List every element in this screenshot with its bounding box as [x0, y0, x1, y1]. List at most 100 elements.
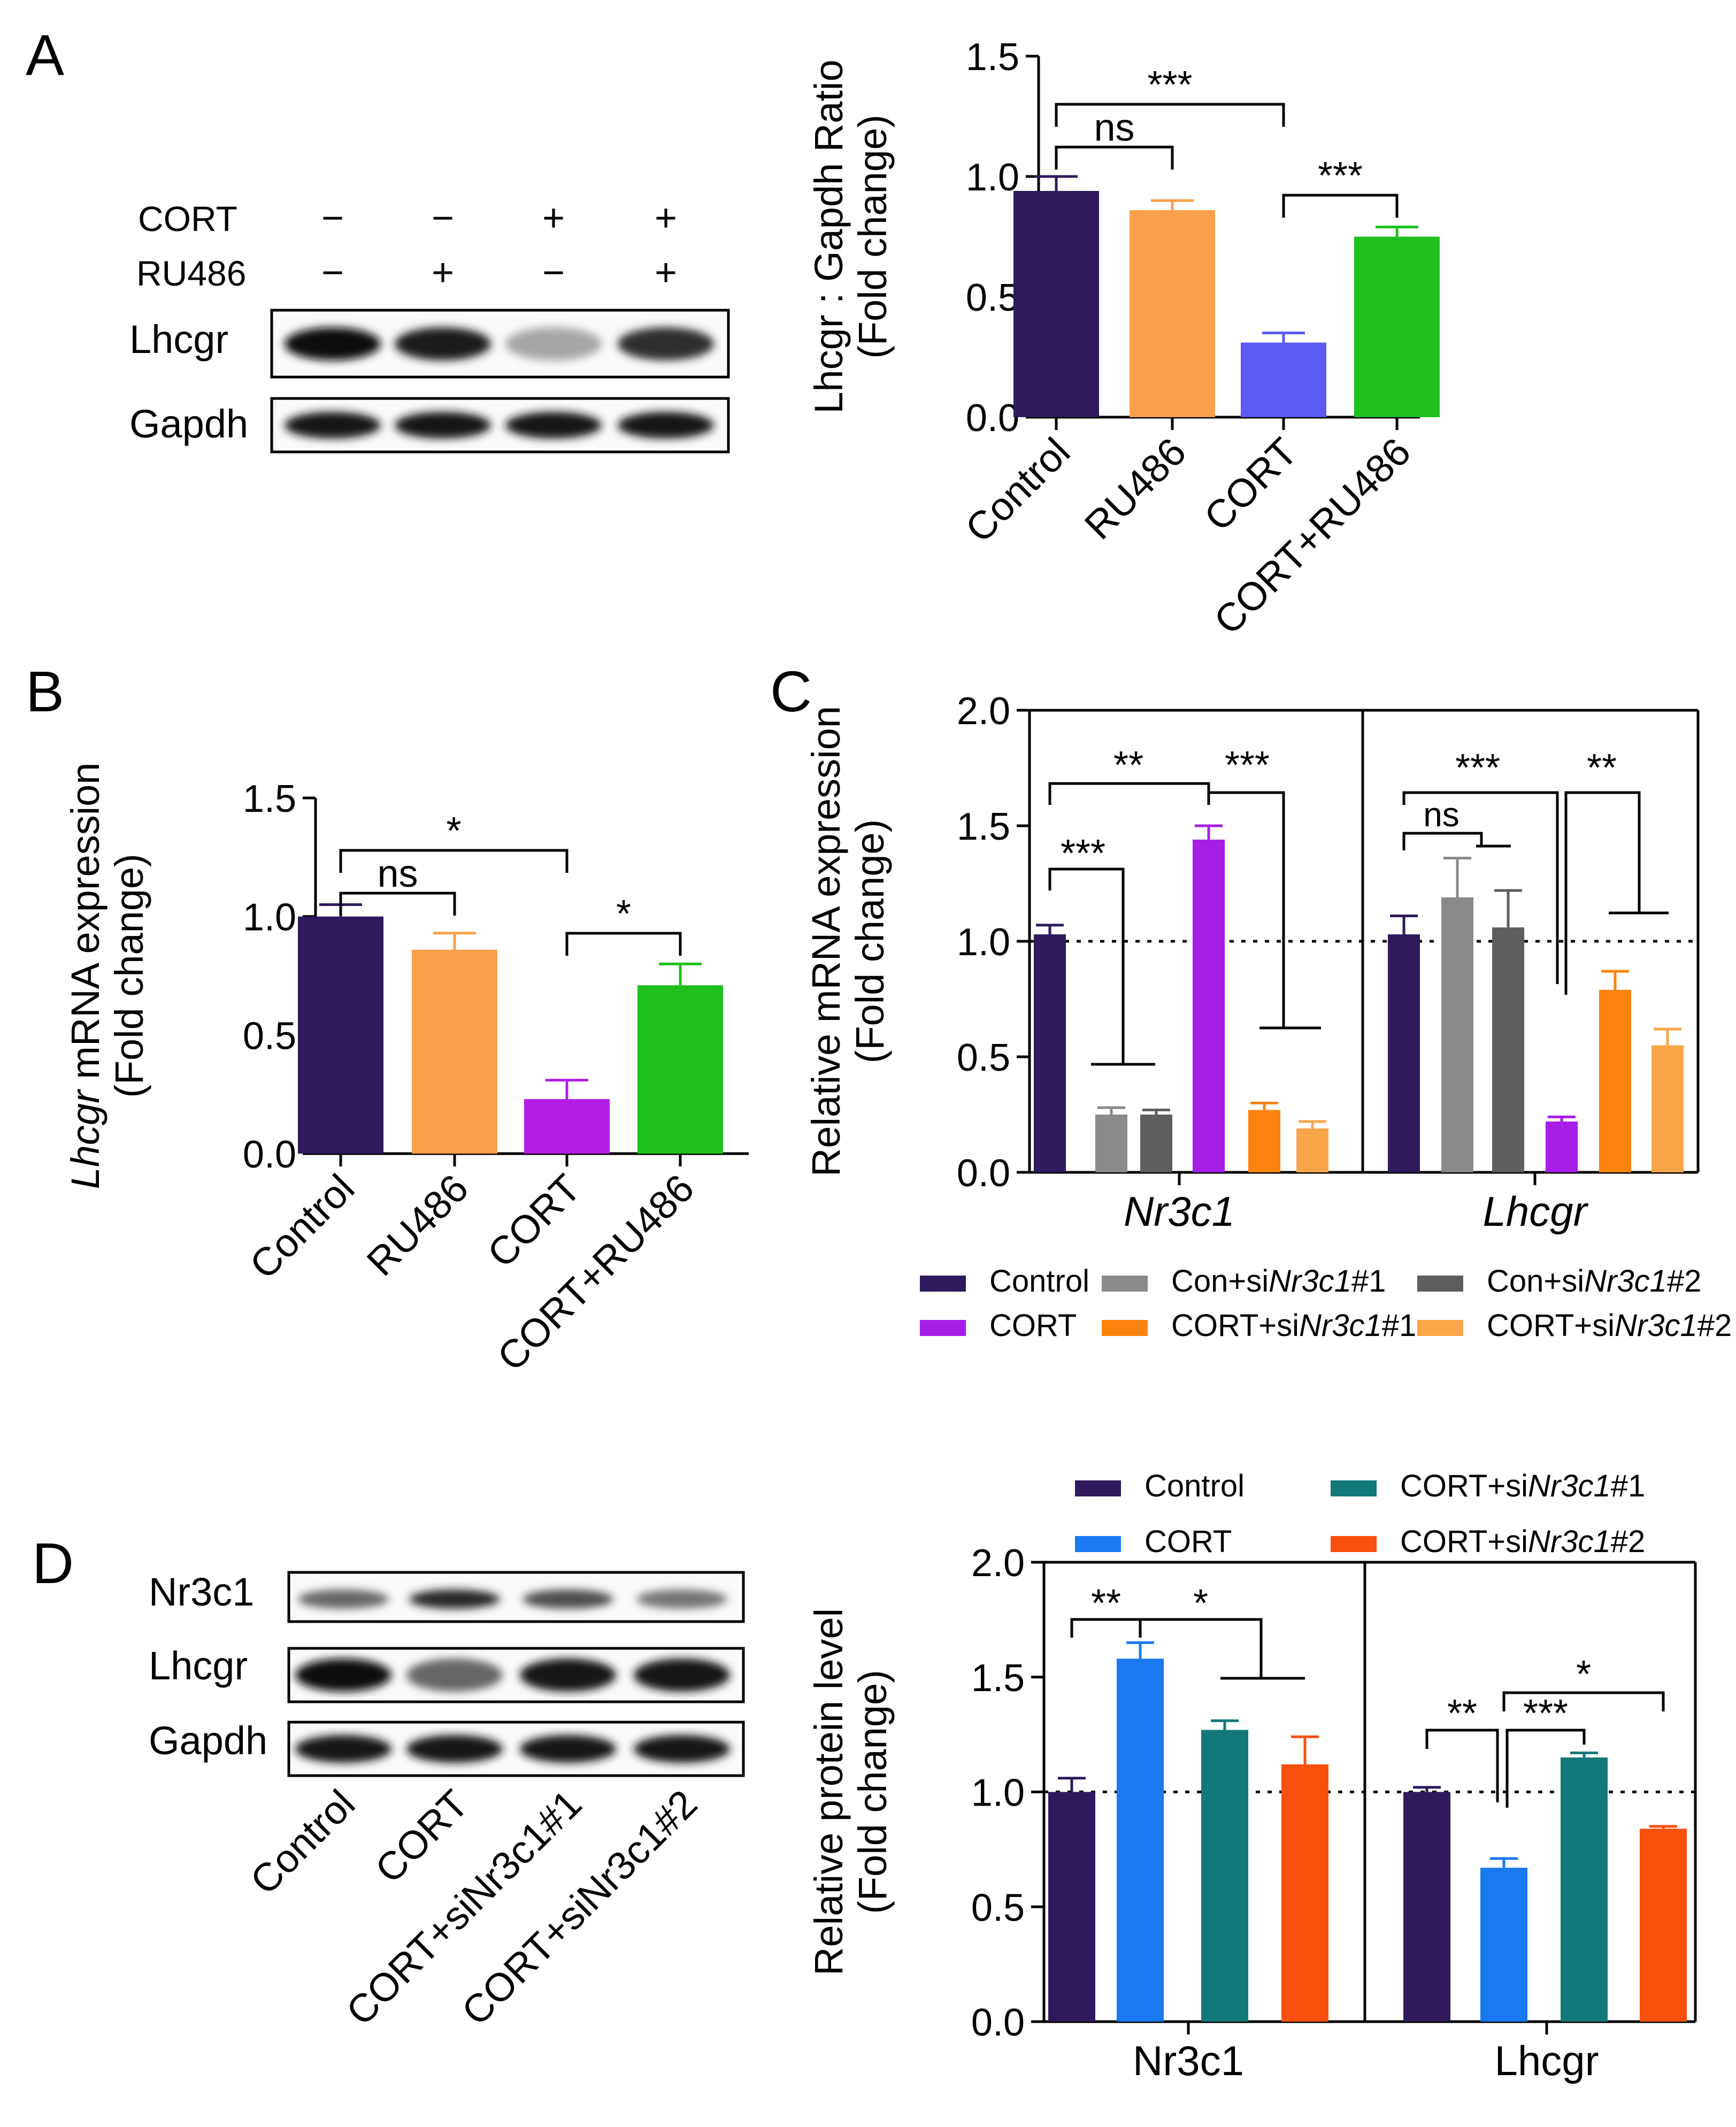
bar: [637, 985, 723, 1154]
blot-a-sign: +: [655, 251, 677, 294]
western-blot-d: Nr3c1 Lhcgr Gapdh Control CORTCORT+siNr3c…: [149, 1570, 745, 2034]
panel-label-c: C: [770, 659, 812, 724]
legend-swatch: [1075, 1536, 1121, 1552]
significance-bracket: [1505, 1729, 1586, 1808]
legend-swatch: [920, 1276, 966, 1292]
bar: [1140, 1115, 1172, 1172]
legend-swatch: [1075, 1480, 1121, 1496]
y-tick-label: 1.5: [957, 805, 1010, 848]
blot-a-sign: −: [542, 251, 565, 294]
group-label: Lhcgr: [1494, 2037, 1599, 2084]
significance-bracket: [1139, 1618, 1263, 1678]
x-tick-label: RU486: [1076, 429, 1195, 548]
bar: [1048, 1792, 1095, 2022]
blot-a-sign: −: [321, 251, 344, 294]
blot-a-sign: +: [432, 251, 454, 294]
significance-bracket: [1402, 791, 1559, 984]
bar: [1441, 897, 1473, 1172]
bar: [1013, 191, 1099, 417]
bar: [1403, 1792, 1450, 2022]
chart-d: 0.0 0.5 1.0 1.5 2.0 Nr3c1 Lhcgr Relative protei…: [806, 1469, 1697, 2084]
blot-d-lhcgr-band: [520, 1658, 616, 1692]
legend-label-italic: Nr3c1: [1269, 1264, 1351, 1299]
blot-d-band-label-gapdh: Gapdh: [149, 1718, 267, 1763]
y-tick-label: 0.0: [957, 1152, 1010, 1195]
y-axis-label-line2: (Fold change): [848, 819, 892, 1064]
blot-d-gapdh-band: [406, 1735, 503, 1763]
legend-label-part: CORT+si: [1171, 1308, 1299, 1343]
bar: [1354, 236, 1440, 417]
legend-label-italic: Nr3c1: [1584, 1264, 1667, 1299]
bar: [1492, 927, 1524, 1172]
y-tick-label: 0.0: [243, 1133, 296, 1176]
significance-bracket: [1048, 782, 1210, 805]
significance-label: ns: [377, 853, 418, 895]
significance-bracket: [1402, 832, 1483, 850]
y-axis-label: Relative protein level: [806, 1608, 851, 1976]
y-tick-label: 0.5: [243, 1015, 296, 1057]
y-tick-label: 1.0: [971, 1772, 1025, 1815]
legend-label-part: #2: [1697, 1308, 1732, 1343]
y-tick-label: 1.5: [971, 1657, 1025, 1700]
legend-label: Control: [989, 1264, 1089, 1299]
legend-label: Control: [1144, 1469, 1245, 1503]
legend-label-part: CORT+si: [1487, 1308, 1615, 1343]
blot-d-nr3c1-band: [409, 1590, 500, 1609]
blot-d-lhcgr-band: [295, 1658, 391, 1692]
significance-label: ***: [1147, 64, 1192, 106]
legend-label-italic: Nr3c1: [1615, 1308, 1697, 1343]
significance-label: *: [1193, 1582, 1208, 1625]
significance-label: ns: [1423, 795, 1460, 834]
y-axis-label-line2: (Fold change): [107, 854, 151, 1098]
blot-d-lhcgr-band: [406, 1658, 503, 1692]
significance-bracket: [339, 849, 569, 873]
legend-label: CORT: [1144, 1524, 1232, 1559]
bar: [1388, 934, 1420, 1172]
legend-swatch: [920, 1320, 966, 1336]
significance-bracket: [1048, 867, 1125, 1064]
bar: [1640, 1829, 1687, 2022]
bar: [1561, 1757, 1608, 2022]
blot-a-lhcgr-band: [395, 327, 491, 360]
legend-swatch: [1331, 1536, 1377, 1552]
blot-a-band-label-lhcgr: Lhcgr: [129, 317, 228, 362]
legend-label-part: CORT+si: [1400, 1524, 1528, 1559]
significance-bracket: [1207, 791, 1285, 1028]
group-label: Nr3c1: [1133, 2037, 1244, 2084]
significance-label: ***: [1061, 832, 1105, 875]
blot-a-lhcgr-band: [285, 327, 381, 360]
blot-a-gapdh-band: [505, 412, 602, 439]
x-tick-label: CORT+RU486: [1205, 429, 1419, 643]
legend-swatch: [1417, 1276, 1463, 1292]
bar: [298, 916, 383, 1154]
bar: [1480, 1868, 1527, 2022]
blot-a-sign: −: [321, 197, 344, 240]
significance-bracket: [339, 892, 456, 916]
y-axis-label-line2: (Fold change): [850, 114, 895, 359]
legend-label-part: #2: [1667, 1264, 1702, 1299]
bar: [1034, 934, 1066, 1172]
blot-a-row-label-ru486: RU486: [136, 254, 246, 293]
bar: [1193, 839, 1225, 1172]
bar: [1296, 1128, 1328, 1172]
blot-d-gapdh-band: [295, 1735, 391, 1763]
y-tick-label: 0.5: [957, 1036, 1010, 1079]
blot-a-gapdh-band: [618, 412, 714, 439]
blot-d-band-label-lhcgr: Lhcgr: [149, 1644, 248, 1688]
chart-c: 0.0 0.5 1.0 1.5 2.0 Nr3c1 Lhcgr Relative mRNA e…: [804, 690, 1732, 1343]
bar: [524, 1099, 610, 1154]
panel-label-a: A: [26, 22, 64, 87]
y-tick-label: 1.0: [243, 896, 296, 939]
legend-label: CORT: [989, 1308, 1077, 1343]
blot-a-row-label-cort: CORT: [138, 199, 237, 239]
significance-label: **: [1091, 1582, 1121, 1625]
significance-label: ns: [1094, 106, 1134, 149]
legend-label-italic: Nr3c1: [1528, 1524, 1611, 1559]
significance-bracket: [1055, 145, 1174, 170]
bar: [1117, 1658, 1164, 2022]
legend-swatch: [1331, 1480, 1377, 1496]
y-tick-label: 2.0: [971, 1542, 1025, 1585]
blot-d-nr3c1-band: [523, 1590, 613, 1609]
